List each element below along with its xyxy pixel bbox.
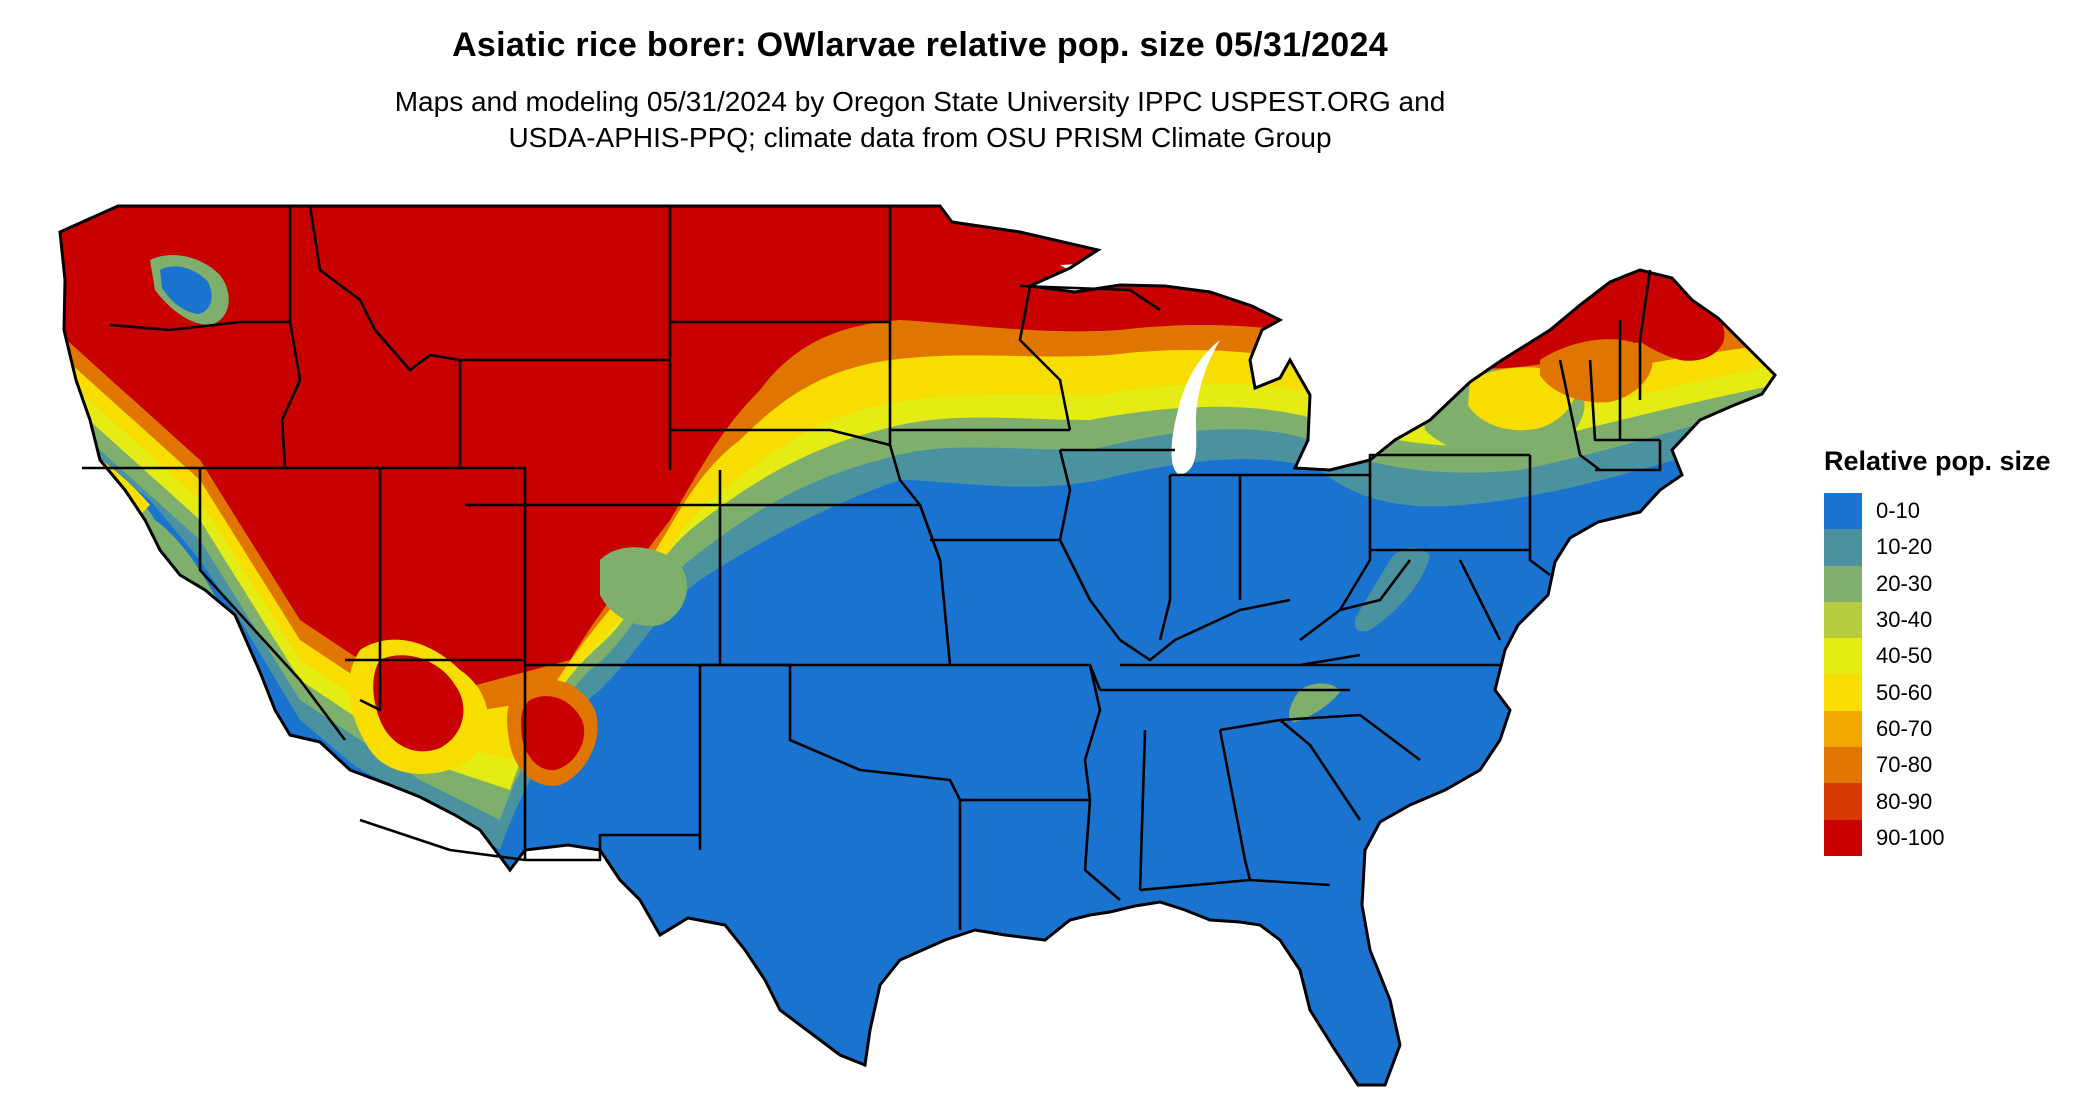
legend-swatch	[1824, 819, 1862, 856]
map-title: Asiatic rice borer: OWlarvae relative po…	[452, 26, 1388, 64]
legend-label: 20-30	[1876, 570, 1933, 596]
legend-title: Relative pop. size	[1824, 446, 2051, 476]
legend-item: 80-90	[1824, 783, 2084, 820]
legend-swatch	[1824, 747, 1862, 784]
legend-item: 0-10	[1824, 493, 2084, 530]
legend-item: 70-80	[1824, 747, 2084, 784]
legend-swatch	[1824, 783, 1862, 820]
legend-label: 90-100	[1876, 824, 1945, 850]
legend-item: 30-40	[1824, 601, 2084, 639]
legend-swatch	[1824, 710, 1862, 748]
legend-item: 20-30	[1824, 565, 2084, 602]
legend-label: 0-10	[1876, 498, 1921, 524]
legend-swatch	[1824, 565, 1862, 602]
legend-label: 10-20	[1876, 534, 1933, 560]
legend-label: 80-90	[1876, 788, 1933, 814]
legend-label: 60-70	[1876, 715, 1933, 741]
legend-swatch	[1824, 493, 1862, 530]
us-map	[58, 204, 1777, 1087]
legend-item: 50-60	[1824, 674, 2084, 711]
map-subtitle-line-2: USDA-APHIS-PPQ; climate data from OSU PR…	[508, 122, 1332, 153]
legend-swatch	[1824, 601, 1862, 639]
legend-label: 30-40	[1876, 607, 1933, 633]
legend-item: 90-100	[1824, 819, 2084, 856]
map-subtitle-line-1: Maps and modeling 05/31/2024 by Oregon S…	[394, 86, 1446, 117]
legend-label: 70-80	[1876, 752, 1933, 778]
legend-label: 50-60	[1876, 679, 1933, 705]
map-legend: Relative pop. size 0-10 10-20 20-30 30-4…	[1824, 446, 2084, 856]
legend-item: 10-20	[1824, 529, 2084, 566]
legend-swatch	[1824, 674, 1862, 711]
legend-item: 60-70	[1824, 710, 2084, 748]
legend-swatch	[1824, 529, 1862, 566]
legend-swatch	[1824, 638, 1862, 675]
legend-items: 0-10 10-20 20-30 30-40 40-50 50-60 60-70	[1824, 493, 2084, 856]
legend-item: 40-50	[1824, 638, 2084, 675]
legend-label: 40-50	[1876, 643, 1933, 669]
